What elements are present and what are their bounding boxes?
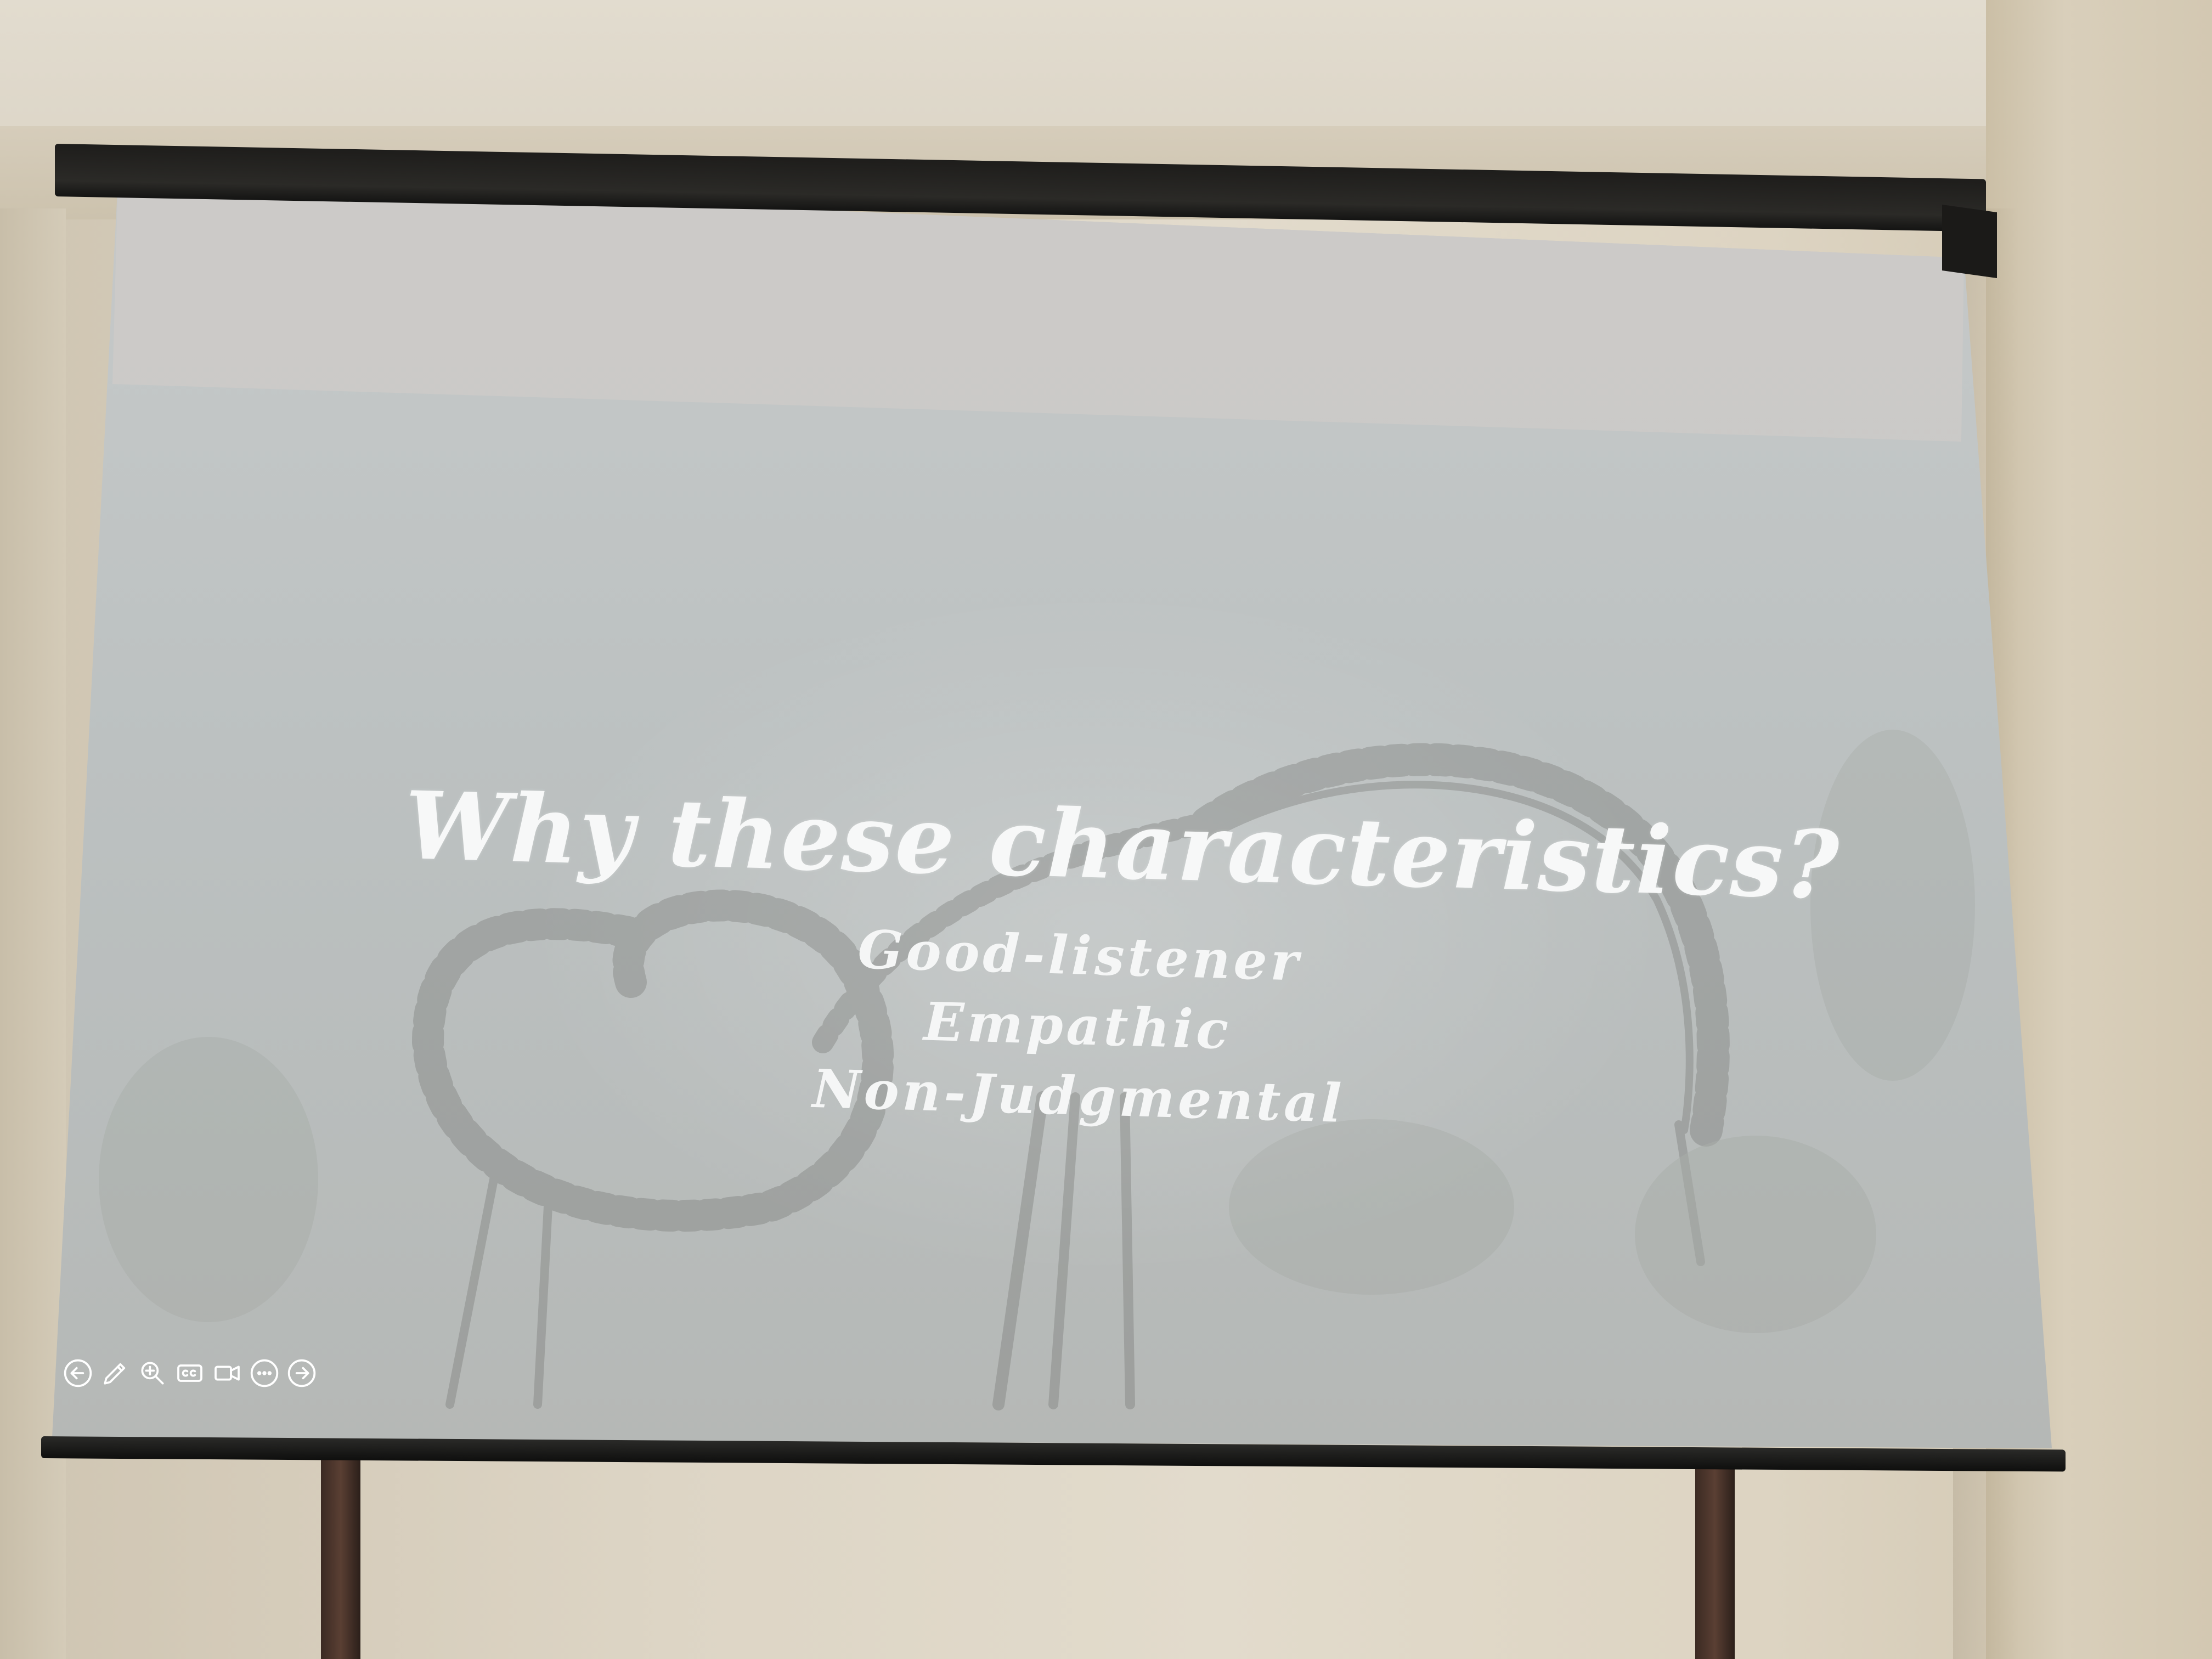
zoom-button[interactable] xyxy=(136,1357,169,1390)
previous-slide-button[interactable] xyxy=(61,1357,94,1390)
closed-captions-icon xyxy=(177,1364,202,1382)
video-camera-icon xyxy=(215,1365,240,1381)
camera-button[interactable] xyxy=(211,1357,244,1390)
screen-housing-end-cap xyxy=(1942,204,1997,279)
more-dots-icon xyxy=(250,1359,279,1387)
presenter-toolbar xyxy=(61,1354,318,1392)
magnifier-icon xyxy=(141,1362,164,1385)
pen-button[interactable] xyxy=(99,1357,132,1390)
arrow-right-circle-icon xyxy=(287,1359,316,1387)
pencil-icon xyxy=(104,1363,126,1385)
subtitles-button[interactable] xyxy=(173,1357,206,1390)
screen-support-left xyxy=(321,1459,360,1659)
slide-item-good-listener: Good-listener xyxy=(857,918,1302,993)
arrow-left-circle-icon xyxy=(64,1359,92,1387)
more-options-button[interactable] xyxy=(248,1357,281,1390)
slide-bullet-list: Good-listener Empathic Non-Judgmental xyxy=(811,913,1346,1139)
screen-support-right xyxy=(1695,1459,1735,1659)
slide-item-non-judgmental: Non-Judgmental xyxy=(811,1057,1346,1135)
ceiling xyxy=(0,0,2212,143)
next-slide-button[interactable] xyxy=(285,1357,318,1390)
